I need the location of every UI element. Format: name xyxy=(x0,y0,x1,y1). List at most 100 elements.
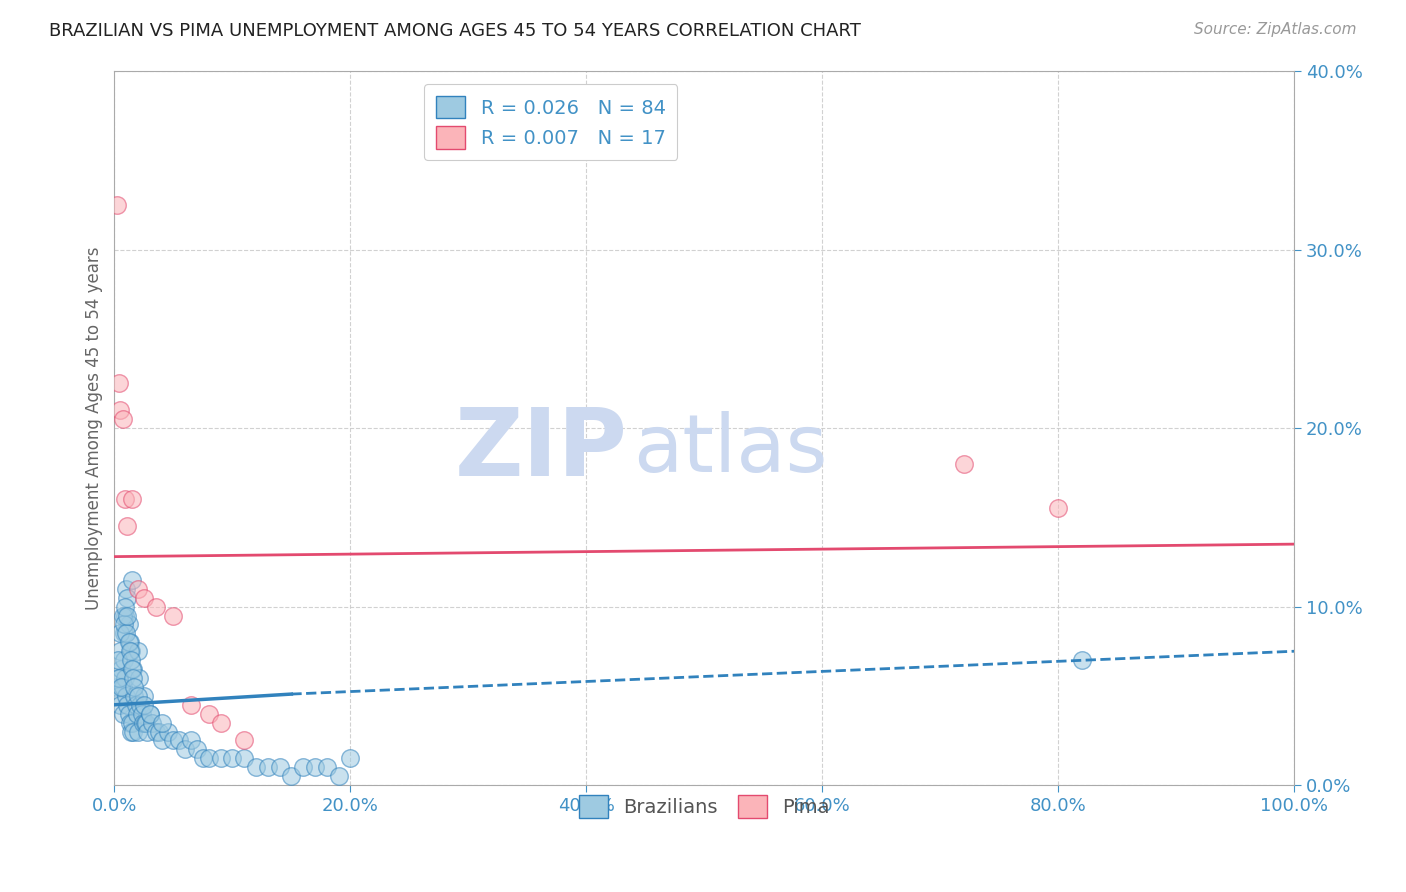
Point xyxy=(198,751,221,765)
Point xyxy=(108,689,131,703)
Point xyxy=(114,599,136,614)
Point xyxy=(122,724,145,739)
Point xyxy=(118,715,141,730)
Point xyxy=(110,680,132,694)
Point xyxy=(953,457,976,471)
Point xyxy=(134,715,156,730)
Point xyxy=(233,751,256,765)
Point xyxy=(121,715,143,730)
Point xyxy=(150,715,173,730)
Point xyxy=(139,706,162,721)
Point xyxy=(122,662,145,676)
Point xyxy=(120,653,142,667)
Point xyxy=(209,751,232,765)
Point xyxy=(105,680,128,694)
Text: BRAZILIAN VS PIMA UNEMPLOYMENT AMONG AGES 45 TO 54 YEARS CORRELATION CHART: BRAZILIAN VS PIMA UNEMPLOYMENT AMONG AGE… xyxy=(49,22,860,40)
Point xyxy=(122,671,145,685)
Point xyxy=(107,653,129,667)
Point xyxy=(110,403,132,417)
Point xyxy=(328,769,350,783)
Point xyxy=(114,492,136,507)
Point xyxy=(120,644,142,658)
Point xyxy=(110,698,132,712)
Point xyxy=(117,591,139,605)
Point xyxy=(1047,501,1070,516)
Point xyxy=(114,608,136,623)
Point xyxy=(117,698,139,712)
Point xyxy=(315,760,337,774)
Point xyxy=(145,599,167,614)
Point xyxy=(169,733,191,747)
Point xyxy=(118,644,141,658)
Point xyxy=(198,706,221,721)
Point xyxy=(245,760,267,774)
Point xyxy=(111,706,134,721)
Point xyxy=(127,689,149,703)
Point xyxy=(127,644,149,658)
Point xyxy=(124,698,146,712)
Point xyxy=(117,635,139,649)
Point xyxy=(233,733,256,747)
Point xyxy=(136,724,159,739)
Point xyxy=(1070,653,1092,667)
Point xyxy=(132,689,155,703)
Point xyxy=(135,715,157,730)
Point xyxy=(115,626,138,640)
Point xyxy=(128,671,150,685)
Point xyxy=(110,626,132,640)
Point xyxy=(124,680,146,694)
Point xyxy=(131,706,153,721)
Point xyxy=(148,724,170,739)
Point xyxy=(124,689,146,703)
Text: atlas: atlas xyxy=(634,410,828,489)
Point xyxy=(117,706,139,721)
Point xyxy=(105,198,128,212)
Point xyxy=(174,742,197,756)
Point xyxy=(304,760,326,774)
Point xyxy=(107,671,129,685)
Point xyxy=(117,519,139,533)
Point xyxy=(127,582,149,596)
Point xyxy=(108,376,131,391)
Point xyxy=(115,689,138,703)
Point xyxy=(339,751,361,765)
Point xyxy=(118,635,141,649)
Point xyxy=(191,751,214,765)
Point xyxy=(110,644,132,658)
Point xyxy=(256,760,278,774)
Point xyxy=(115,582,138,596)
Point xyxy=(162,733,184,747)
Point xyxy=(132,715,155,730)
Point xyxy=(180,733,202,747)
Point xyxy=(110,662,132,676)
Point xyxy=(141,715,163,730)
Point xyxy=(156,724,179,739)
Point xyxy=(114,671,136,685)
Point xyxy=(139,706,162,721)
Point xyxy=(112,653,135,667)
Point xyxy=(112,626,135,640)
Point xyxy=(129,698,152,712)
Point xyxy=(132,591,155,605)
Point xyxy=(121,662,143,676)
Point xyxy=(120,724,142,739)
Point xyxy=(280,769,302,783)
Point xyxy=(127,724,149,739)
Point xyxy=(150,733,173,747)
Point xyxy=(186,742,208,756)
Y-axis label: Unemployment Among Ages 45 to 54 years: Unemployment Among Ages 45 to 54 years xyxy=(86,246,103,610)
Point xyxy=(111,680,134,694)
Point xyxy=(121,573,143,587)
Point xyxy=(292,760,315,774)
Point xyxy=(117,617,139,632)
Point xyxy=(180,698,202,712)
Point xyxy=(117,608,139,623)
Point xyxy=(111,608,134,623)
Point xyxy=(108,671,131,685)
Text: Source: ZipAtlas.com: Source: ZipAtlas.com xyxy=(1194,22,1357,37)
Point xyxy=(125,706,148,721)
Text: ZIP: ZIP xyxy=(454,403,627,496)
Legend: Brazilians, Pima: Brazilians, Pima xyxy=(571,788,838,825)
Point xyxy=(269,760,291,774)
Point xyxy=(132,698,155,712)
